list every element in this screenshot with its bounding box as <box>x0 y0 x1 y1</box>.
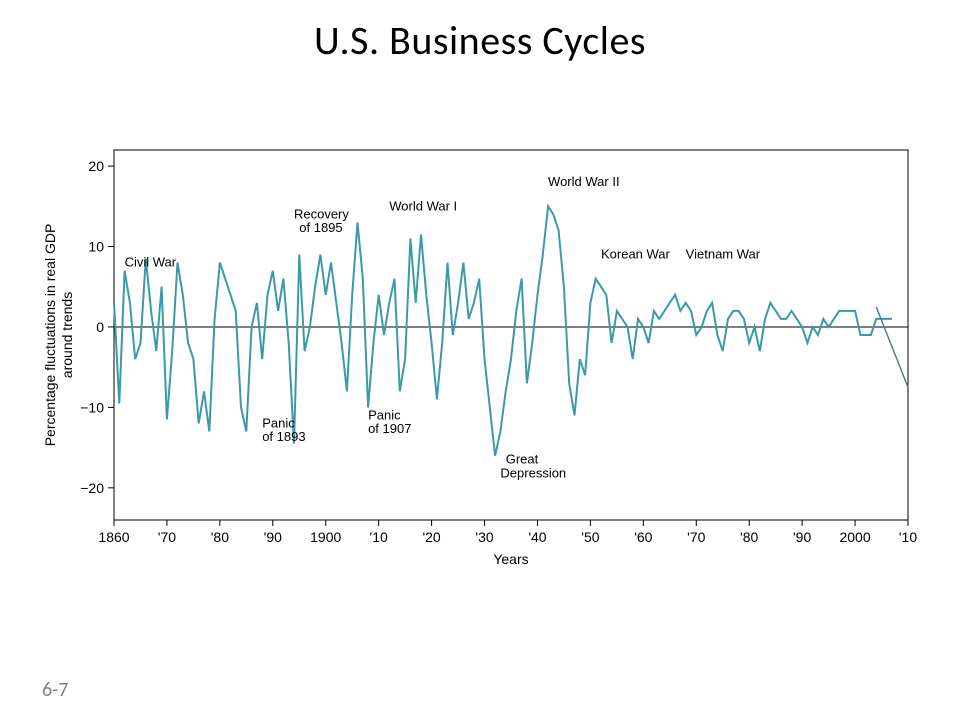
x-tick-label: '80 <box>211 529 229 545</box>
chart-annotation: World War II <box>548 174 620 189</box>
chart-annotation: of 1895 <box>299 220 342 235</box>
y-axis-label-line1: Percentage fluctuations in real GDP <box>42 224 58 447</box>
x-tick-label: '50 <box>581 529 599 545</box>
chart-annotation: Vietnam War <box>686 247 761 262</box>
gdp-fluctuation-line <box>114 206 892 455</box>
x-tick-label: '30 <box>475 529 493 545</box>
x-tick-label: '10 <box>370 529 388 545</box>
x-tick-label: 1900 <box>310 529 341 545</box>
chart-annotation: of 1907 <box>368 421 411 436</box>
x-tick-label: '80 <box>740 529 758 545</box>
x-tick-label: '60 <box>634 529 652 545</box>
chart-annotation: Depression <box>500 465 566 480</box>
y-axis-label-line2: around trends <box>59 292 75 378</box>
x-tick-label: '10 <box>899 529 917 545</box>
slide-number: 6-7 <box>42 678 68 702</box>
x-tick-label: 2000 <box>839 529 870 545</box>
y-tick-label: −10 <box>80 399 104 415</box>
y-tick-label: 10 <box>88 239 104 255</box>
chart-annotation: World War I <box>389 198 457 213</box>
business-cycles-chart: −20 −10 0 10 20 1860 '70 '80 '90 1900 '10 '20 '30 '40… <box>42 140 918 570</box>
y-tick-label: −20 <box>80 480 104 496</box>
chart-annotation: of 1893 <box>262 429 305 444</box>
x-tick-label: '40 <box>528 529 546 545</box>
x-tick-label: '70 <box>158 529 176 545</box>
x-tick-label: '90 <box>793 529 811 545</box>
y-tick-label: 0 <box>96 319 104 335</box>
y-tick-label: 20 <box>88 158 104 174</box>
x-tick-label: 1860 <box>98 529 129 545</box>
chart-annotation: Korean War <box>601 247 671 262</box>
page-title: U.S. Business Cycles <box>0 16 960 65</box>
x-axis-label: Years <box>493 551 528 567</box>
x-tick-label: '70 <box>687 529 705 545</box>
chart-annotation: Civil War <box>125 255 177 270</box>
chart-svg: −20 −10 0 10 20 1860 '70 '80 '90 1900 '10 '20 '30 '40… <box>42 140 918 570</box>
x-tick-label: '90 <box>264 529 282 545</box>
x-tick-label: '20 <box>422 529 440 545</box>
